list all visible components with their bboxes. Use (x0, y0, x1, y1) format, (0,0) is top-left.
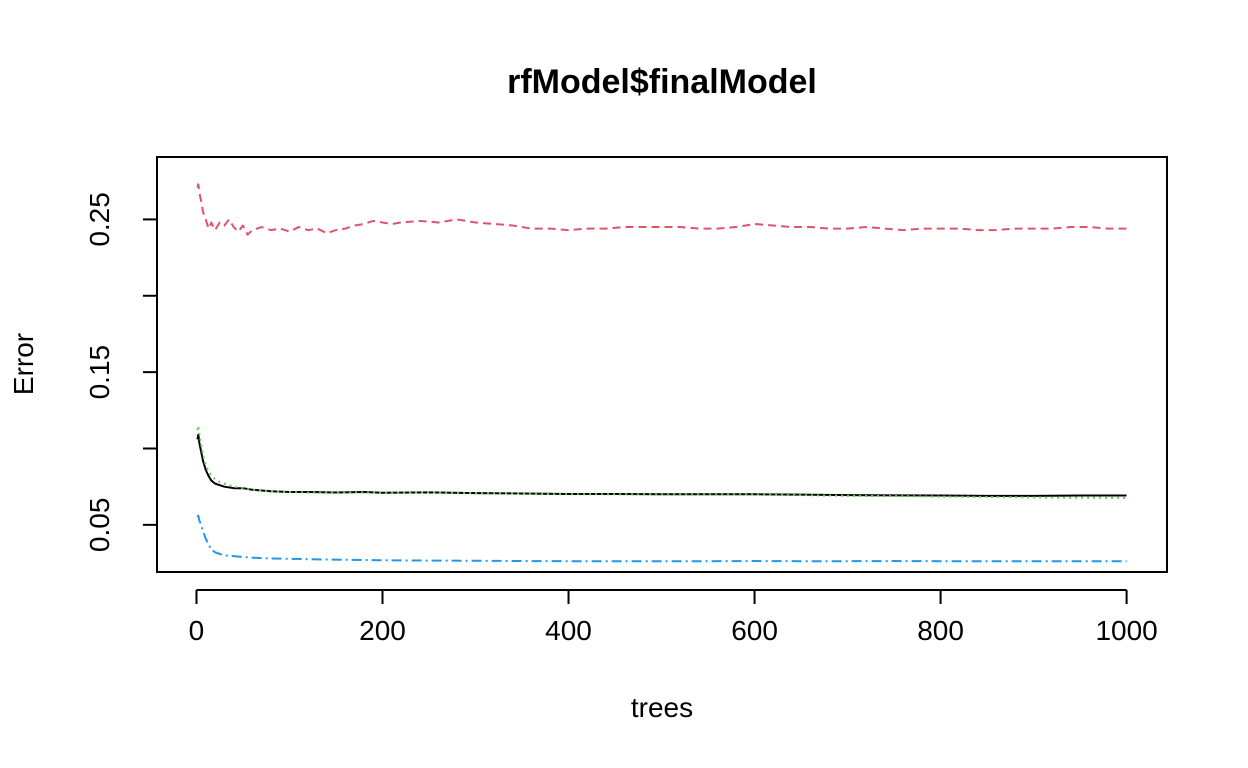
y-axis-label: Error (8, 333, 39, 395)
y-tick-label: 0.25 (84, 192, 115, 247)
x-tick-label: 800 (917, 615, 964, 646)
y-tick-label: 0.15 (84, 345, 115, 400)
x-tick-label: 600 (731, 615, 778, 646)
oob-error-line (196, 433, 1127, 497)
chart-title: rfModel$finalModel (507, 63, 817, 101)
x-axis: 0 200 400 600 800 1000 (189, 589, 1158, 646)
class-2-error-line (196, 424, 1127, 499)
series-layer (196, 183, 1127, 563)
x-tick-label: 1000 (1095, 615, 1157, 646)
class-3-error-line (196, 514, 1127, 563)
plot-frame (156, 156, 1168, 573)
class-1-error-line (196, 183, 1127, 236)
y-tick-label: 0.05 (84, 498, 115, 553)
y-axis: 0.05 0.15 0.25 (84, 192, 158, 553)
x-tick-label: 0 (189, 615, 205, 646)
x-axis-label: trees (631, 692, 693, 723)
x-tick-label: 400 (545, 615, 592, 646)
x-tick-label: 200 (359, 615, 406, 646)
